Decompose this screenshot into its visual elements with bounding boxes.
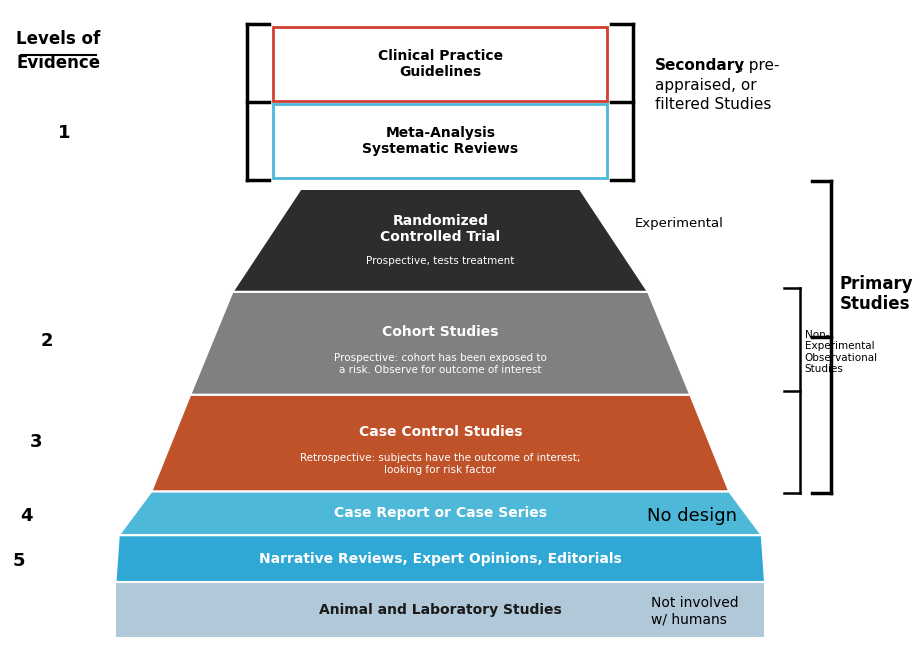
Text: Meta-Analysis
Systematic Reviews: Meta-Analysis Systematic Reviews xyxy=(362,126,518,156)
Text: Non-
Experimental
Observational
Studies: Non- Experimental Observational Studies xyxy=(805,329,878,374)
Text: 5: 5 xyxy=(13,552,25,570)
Text: filtered Studies: filtered Studies xyxy=(656,97,772,112)
Text: Evidence: Evidence xyxy=(17,54,100,72)
Text: 4: 4 xyxy=(19,507,32,525)
Text: Primary
Studies: Primary Studies xyxy=(840,275,914,313)
Text: Retrospective: subjects have the outcome of interest;
looking for risk factor: Retrospective: subjects have the outcome… xyxy=(300,453,581,475)
Text: Secondary: Secondary xyxy=(656,58,746,73)
Text: 1: 1 xyxy=(58,124,71,142)
Text: Prospective, tests treatment: Prospective, tests treatment xyxy=(366,256,514,266)
Text: Animal and Laboratory Studies: Animal and Laboratory Studies xyxy=(319,603,561,617)
Text: No design: No design xyxy=(646,507,737,525)
Text: Levels of: Levels of xyxy=(17,30,100,48)
Polygon shape xyxy=(119,492,762,536)
FancyBboxPatch shape xyxy=(274,104,607,178)
Text: Case Report or Case Series: Case Report or Case Series xyxy=(334,506,547,521)
Text: Case Control Studies: Case Control Studies xyxy=(359,424,522,439)
FancyBboxPatch shape xyxy=(274,27,607,101)
Polygon shape xyxy=(151,395,729,492)
Text: Randomized
Controlled Trial: Randomized Controlled Trial xyxy=(380,214,501,244)
Text: Cohort Studies: Cohort Studies xyxy=(382,325,499,339)
Text: appraised, or: appraised, or xyxy=(656,78,757,92)
Text: 2: 2 xyxy=(41,332,53,350)
Polygon shape xyxy=(115,582,765,638)
Polygon shape xyxy=(232,189,648,292)
Text: Narrative Reviews, Expert Opinions, Editorials: Narrative Reviews, Expert Opinions, Edit… xyxy=(259,552,621,566)
Text: 3: 3 xyxy=(30,433,42,451)
Polygon shape xyxy=(115,536,765,582)
Text: , pre-: , pre- xyxy=(739,58,779,73)
Text: Not involved
w/ humans: Not involved w/ humans xyxy=(651,596,739,626)
Text: Clinical Practice
Guidelines: Clinical Practice Guidelines xyxy=(378,49,502,79)
Text: Prospective: cohort has been exposed to
a risk. Observe for outcome of interest: Prospective: cohort has been exposed to … xyxy=(334,353,547,375)
Text: Experimental: Experimental xyxy=(635,217,724,230)
Polygon shape xyxy=(190,292,691,395)
